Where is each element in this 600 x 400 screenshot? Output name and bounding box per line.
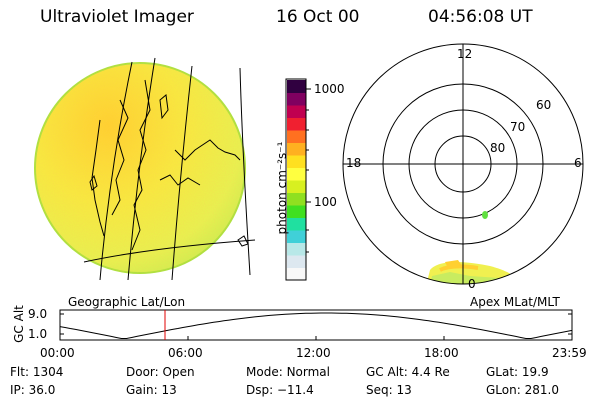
colorbar-band <box>287 230 306 243</box>
colorbar-band <box>287 92 306 106</box>
info-dsp: Dsp: −11.4 <box>246 383 314 397</box>
altitude-xtick-4: 23:59 <box>552 346 587 360</box>
instrument-title: Ultraviolet Imager <box>40 7 194 27</box>
colorbar-band <box>287 267 306 281</box>
colorbar-band <box>287 155 306 168</box>
mlat-label-60: 60 <box>536 98 552 112</box>
mlat-label-80: 80 <box>490 141 506 155</box>
colorbar-unit-label: photon cm⁻²s⁻¹ <box>275 141 289 235</box>
colorbar-band <box>287 217 306 231</box>
altitude-xtick-3: 18:00 <box>424 346 459 360</box>
info-seq: Seq: 13 <box>366 383 412 397</box>
geographic-label: Geographic Lat/Lon <box>68 295 186 309</box>
colorbar-band <box>287 167 306 181</box>
altitude-xtick-2: 12:00 <box>296 346 331 360</box>
mlt-label-18: 18 <box>346 156 362 170</box>
altitude-ytick-top: 9.0 <box>28 307 48 321</box>
info-gain: Gain: 13 <box>126 383 177 397</box>
info-gc-alt: GC Alt: 4.4 Re <box>366 365 450 379</box>
colorbar-band <box>287 80 306 93</box>
altitude-ylabel: GC Alt <box>11 305 26 343</box>
altitude-plot <box>59 309 573 341</box>
altitude-xtick-0: 00:00 <box>40 346 75 360</box>
date-label: 16 Oct 00 <box>276 7 360 27</box>
colorbar-band <box>287 242 306 256</box>
colorbar-frame <box>285 78 307 281</box>
emission-spot <box>482 211 488 219</box>
colorbar-band <box>287 130 306 143</box>
colorbar-band <box>287 117 306 131</box>
polar-plot <box>342 43 584 285</box>
info-door: Door: Open <box>126 365 195 379</box>
colorbar-band <box>287 255 306 268</box>
colorbar-tick-label-100: 100 <box>314 195 337 209</box>
colorbar-band <box>287 180 306 193</box>
mlt-label-12: 12 <box>457 47 473 61</box>
coastline-overlay <box>83 57 256 281</box>
info-mode: Mode: Normal <box>246 365 330 379</box>
altitude-ytick-bottom: 1.0 <box>28 327 48 341</box>
colorbar <box>287 80 306 281</box>
colorbar-tick-label-1000: 1000 <box>314 82 345 96</box>
info-glon: GLon: 281.0 <box>486 383 559 397</box>
mlt-label-0: 0 <box>468 277 476 291</box>
apex-label: Apex MLat/MLT <box>470 295 560 309</box>
info-flt: Flt: 1304 <box>10 365 64 379</box>
info-glat: GLat: 19.9 <box>486 365 549 379</box>
colorbar-band <box>287 192 306 206</box>
mlt-label-6: 6 <box>574 156 582 170</box>
colorbar-band <box>287 205 306 218</box>
time-label: 04:56:08 UT <box>428 7 533 27</box>
mlat-label-70: 70 <box>510 120 526 134</box>
colorbar-band <box>287 142 306 156</box>
altitude-xtick-1: 06:00 <box>168 346 203 360</box>
colorbar-band <box>287 105 306 118</box>
info-ip: IP: 36.0 <box>10 383 56 397</box>
